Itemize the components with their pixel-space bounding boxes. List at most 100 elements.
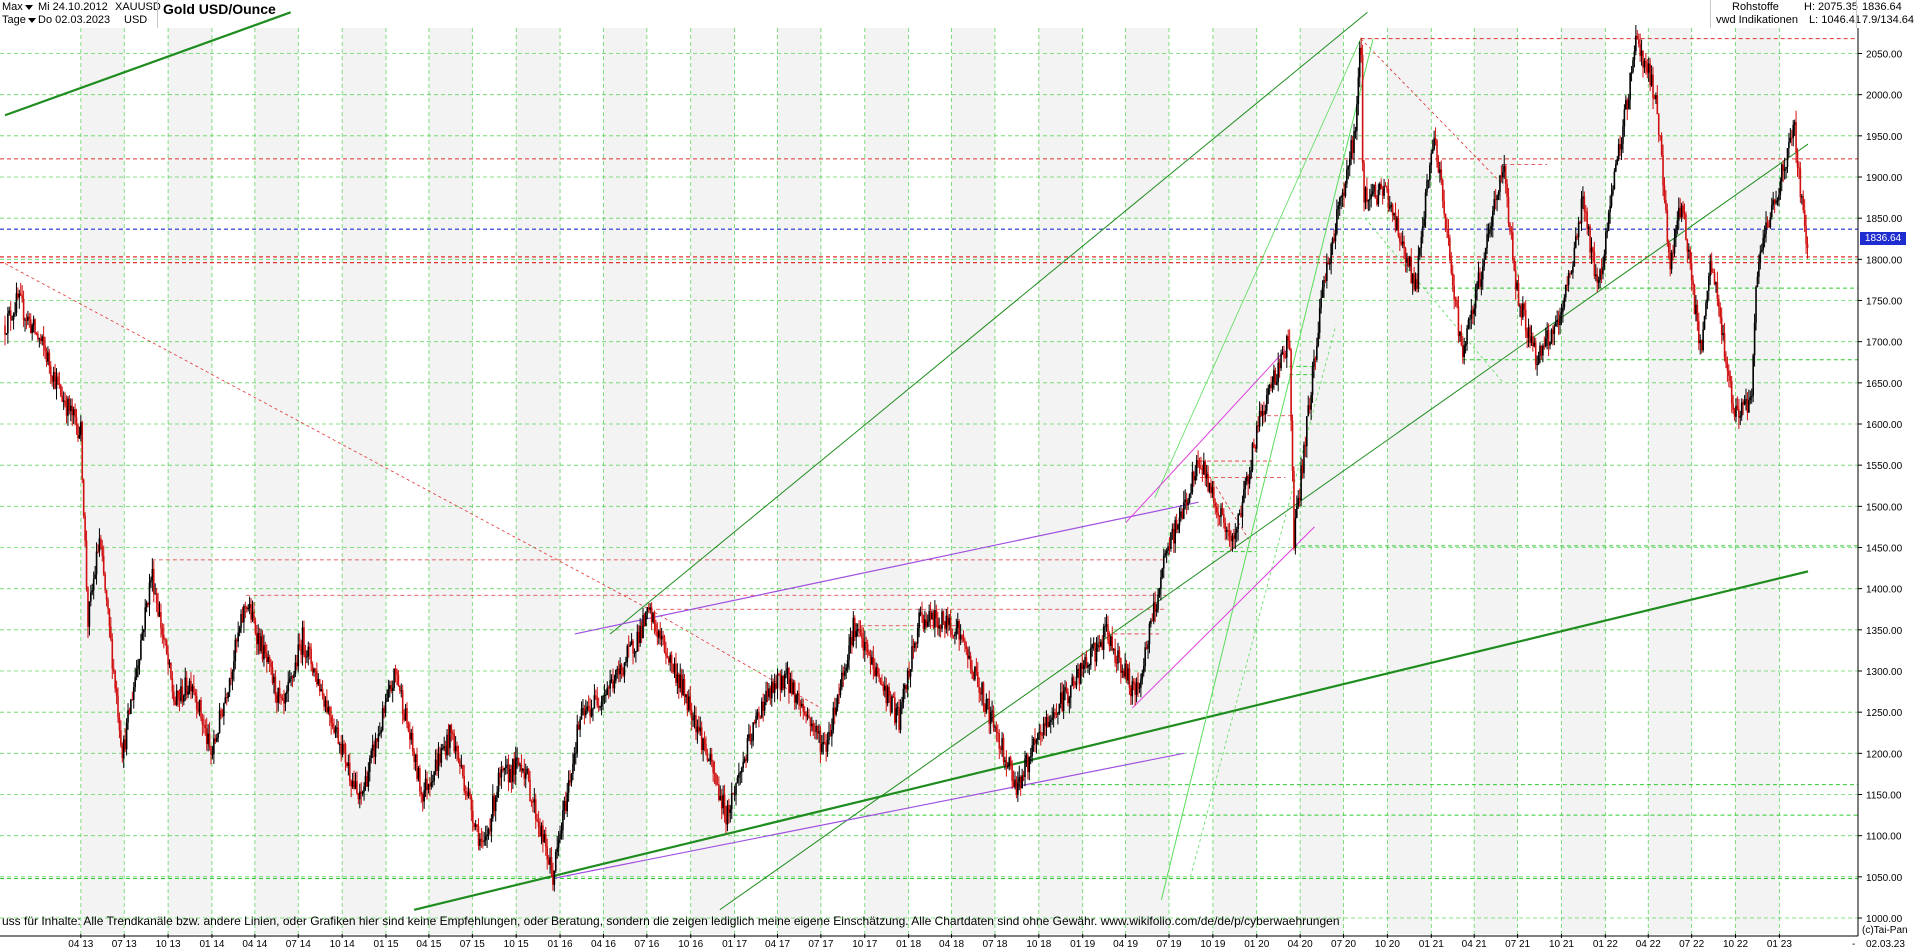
candle-body: [1593, 251, 1596, 277]
candle-body: [1257, 425, 1259, 427]
candle-body: [14, 312, 16, 315]
period-select[interactable]: Max: [2, 1, 33, 14]
candle-body: [1562, 307, 1564, 313]
candle-body: [726, 804, 729, 825]
chevron-down-icon: [27, 17, 36, 23]
candle-body: [157, 603, 159, 617]
candle-body: [1280, 353, 1282, 369]
candle-body: [354, 781, 357, 789]
candle-body: [666, 655, 669, 658]
candle-body: [328, 706, 331, 717]
candle-body: [1530, 336, 1533, 343]
candle-body: [1699, 340, 1702, 344]
candle-body: [793, 682, 796, 703]
candle-body: [1420, 236, 1423, 249]
candle-body: [1461, 344, 1464, 357]
candle-body: [989, 712, 992, 725]
candle-body: [11, 319, 13, 321]
time-band: [603, 28, 647, 934]
candle-body: [1215, 506, 1218, 513]
candle-body: [1623, 109, 1626, 127]
candle-body: [187, 691, 189, 695]
candle-body: [1373, 184, 1375, 192]
candle-body: [1745, 398, 1747, 401]
candle-body: [1590, 247, 1593, 253]
candle-body: [180, 686, 182, 701]
candle-body: [58, 383, 61, 385]
candle-body: [331, 723, 334, 727]
candle-body: [1213, 487, 1215, 504]
candle-body: [1181, 511, 1184, 519]
candle-body: [1019, 776, 1022, 789]
candle-body: [919, 612, 922, 614]
candle-body: [304, 649, 307, 658]
candle-body: [1643, 60, 1646, 68]
candle-body: [1613, 171, 1616, 190]
candle-body: [760, 701, 763, 718]
candle-body: [1051, 717, 1053, 720]
candle-body: [376, 738, 378, 742]
candle-body: [1131, 681, 1134, 697]
candle-body: [263, 645, 265, 660]
candle-body: [1514, 270, 1517, 290]
candle-body: [1367, 199, 1370, 202]
candle-body: [288, 678, 291, 682]
candle-body: [523, 768, 526, 779]
candle-body: [71, 405, 74, 416]
candle-body: [828, 731, 830, 740]
x-tick-label: 04 14: [242, 939, 267, 950]
time-band: [951, 28, 995, 934]
trend-line-green: [1154, 38, 1362, 499]
candle-body: [1082, 664, 1085, 669]
candle-body: [391, 688, 394, 692]
candle-body: [683, 679, 686, 698]
candle-body: [363, 786, 365, 792]
candle-body: [1443, 200, 1445, 214]
candle-body: [457, 752, 460, 761]
candle-body: [494, 797, 497, 812]
candle-body: [992, 710, 995, 728]
candle-body: [389, 685, 391, 690]
candle-body: [826, 739, 829, 752]
candle-body: [1101, 642, 1104, 651]
candle-body: [137, 664, 139, 670]
candle-body: [1626, 99, 1629, 110]
candle-body: [1154, 602, 1156, 612]
candle-body: [1726, 363, 1729, 371]
candle-body: [1114, 648, 1116, 663]
candle-body: [134, 677, 136, 688]
candle-body: [1659, 135, 1661, 137]
candle-body: [1064, 687, 1066, 692]
candle-body: [1573, 247, 1576, 267]
candle-body: [1201, 468, 1204, 475]
candle-body: [1316, 345, 1318, 360]
candle-body: [370, 750, 373, 759]
candle-body: [1170, 532, 1172, 549]
candle-body: [1567, 273, 1570, 285]
candle-body: [357, 792, 360, 800]
candle-body: [499, 772, 501, 778]
candle-body: [1112, 648, 1115, 650]
candle-body: [1125, 663, 1128, 681]
candle-body: [652, 613, 654, 622]
candle-body: [643, 614, 646, 626]
candle-body: [1612, 189, 1614, 194]
candle-body: [746, 738, 749, 761]
time-band: [516, 28, 561, 934]
candle-body: [542, 825, 544, 843]
candle-body: [942, 611, 945, 622]
candle-body: [230, 678, 232, 680]
candle-body: [806, 715, 809, 717]
candle-body: [1194, 476, 1197, 481]
candle-body: [1171, 528, 1174, 533]
candle-body: [532, 801, 534, 803]
candle-body: [527, 768, 530, 780]
candle-body: [1720, 317, 1723, 336]
candle-body: [183, 695, 185, 702]
interval-select[interactable]: Tage: [2, 14, 36, 27]
candle-body: [250, 604, 252, 620]
candle-body: [1313, 358, 1315, 367]
candle-body: [310, 648, 312, 665]
candle-body: [1609, 205, 1611, 213]
